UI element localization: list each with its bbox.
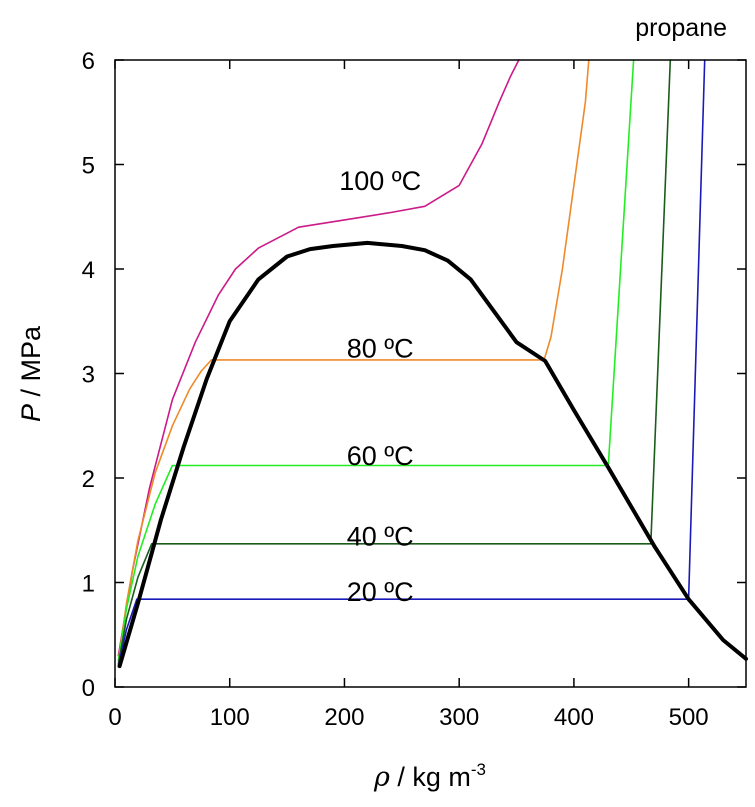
y-tick-label: 5 xyxy=(82,153,95,180)
x-tick-label: 0 xyxy=(108,704,121,731)
x-tick-label: 300 xyxy=(439,704,479,731)
x-axis-symbol: ρ xyxy=(373,762,390,793)
series-layer xyxy=(117,59,748,669)
x-tick-label: 500 xyxy=(669,704,709,731)
y-axis-title: P / MPa xyxy=(16,325,46,422)
isotherm-40-line xyxy=(117,59,672,665)
x-axis-unit: / kg m xyxy=(390,762,471,792)
x-axis-unit-exponent: -3 xyxy=(471,760,486,779)
y-tick-label: 0 xyxy=(82,675,95,702)
y-tick-label: 4 xyxy=(82,257,95,284)
y-axis-unit: / MPa xyxy=(16,325,46,404)
y-tick-label: 2 xyxy=(82,466,95,493)
isotherm-label: 20 ºC xyxy=(347,577,414,607)
tick-layer: 0 100 200 300 400 500 0 1 2 3 4 5 6 xyxy=(82,48,746,731)
chart-title: propane xyxy=(635,14,727,42)
x-tick-label: 400 xyxy=(554,704,594,731)
x-tick-label: 200 xyxy=(324,704,364,731)
isotherm-label: 60 ºC xyxy=(347,441,414,471)
annotation-layer: 100 ºC 80 ºC 60 ºC 40 ºC 20 ºC xyxy=(339,166,421,607)
y-tick-label: 6 xyxy=(82,48,95,75)
isotherm-100-line xyxy=(117,59,520,657)
x-tick-label: 100 xyxy=(210,704,250,731)
isotherm-label: 100 ºC xyxy=(339,166,421,196)
y-axis-symbol: P xyxy=(16,404,46,422)
isotherm-label: 40 ºC xyxy=(347,521,414,551)
saturation-curve xyxy=(117,240,748,669)
isotherm-80-line xyxy=(117,59,590,662)
isotherm-20-line xyxy=(117,59,706,667)
isotherm-label: 80 ºC xyxy=(347,333,414,363)
x-axis-title: ρ / kg m-3 xyxy=(373,760,486,793)
y-tick-label: 1 xyxy=(82,571,95,598)
y-tick-label: 3 xyxy=(82,362,95,389)
